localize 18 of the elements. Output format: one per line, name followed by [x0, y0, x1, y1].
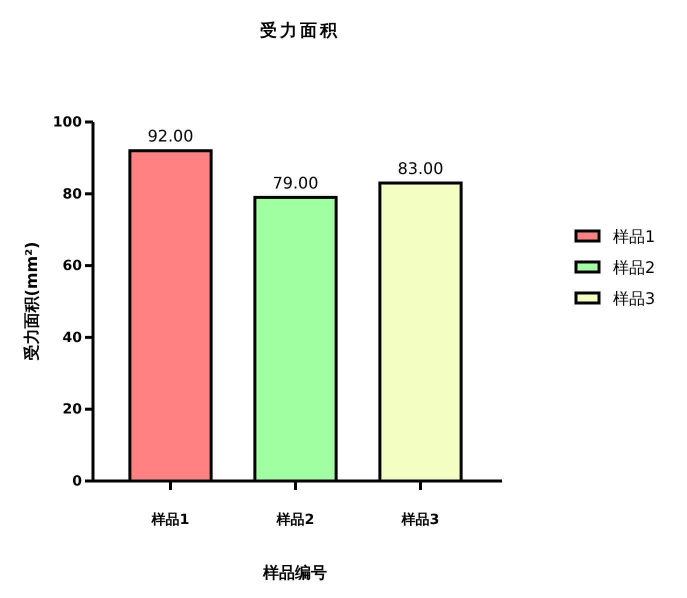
data-label: 79.00 — [272, 173, 318, 192]
x-tick-label: 样品3 — [400, 512, 440, 528]
y-tick-label: 100 — [52, 114, 82, 130]
x-axis-title: 样品编号 — [262, 563, 327, 582]
x-tick-label: 样品2 — [276, 512, 314, 528]
y-tick-label: 80 — [62, 186, 82, 202]
legend-label: 样品2 — [613, 258, 656, 277]
legend-label: 样品1 — [613, 227, 656, 246]
y-axis-title: 受力面积(mm²) — [22, 242, 41, 362]
y-tick-label: 40 — [62, 330, 82, 346]
x-tick-label: 样品1 — [150, 512, 190, 528]
y-tick-label: 20 — [62, 402, 82, 418]
chart-title: 受力面积 — [260, 21, 340, 41]
y-tick-label: 60 — [62, 258, 82, 274]
legend-label: 样品3 — [613, 289, 656, 308]
y-tick-label: 0 — [72, 473, 82, 490]
data-label: 83.00 — [398, 159, 444, 178]
data-label: 92.00 — [148, 126, 194, 146]
